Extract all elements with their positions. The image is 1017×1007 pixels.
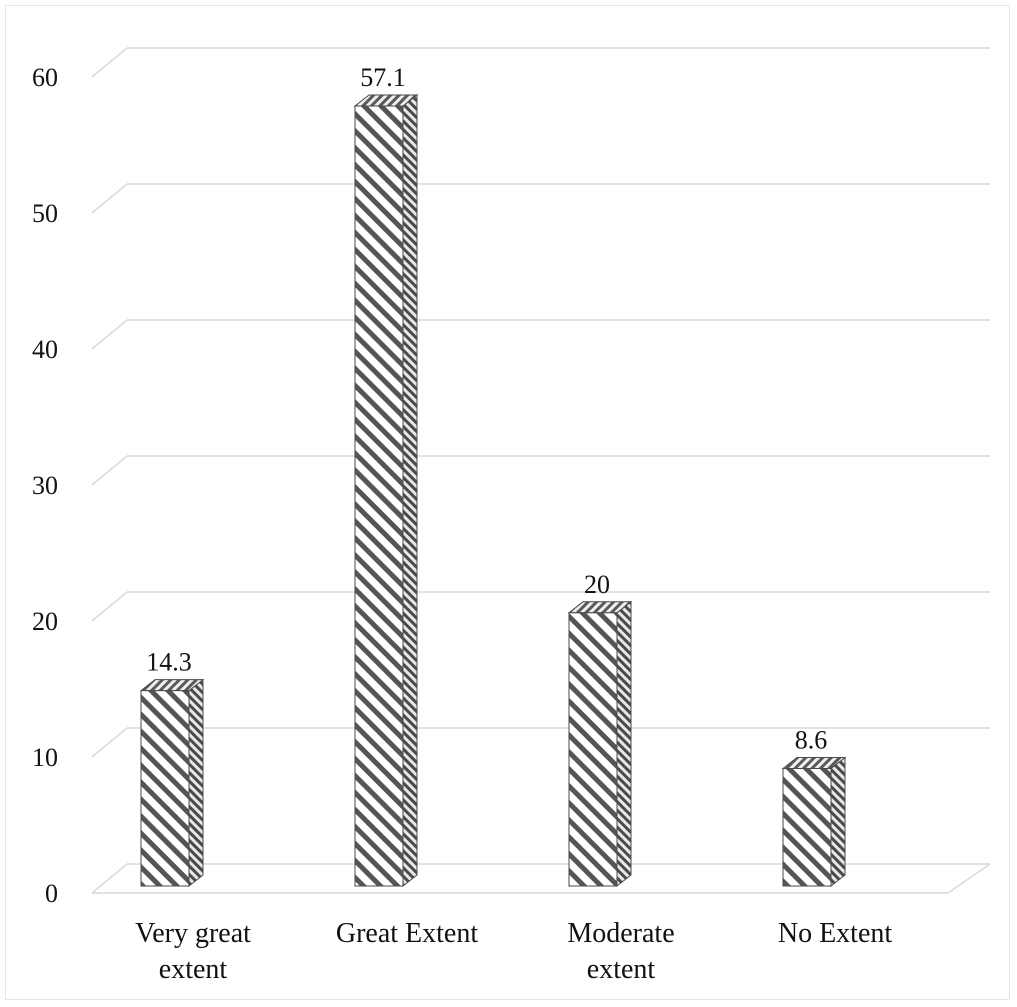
data-label: 14.3: [146, 648, 192, 677]
bar-front: [568, 612, 618, 887]
x-axis-categories: Very great extent Great Extent Moderate exte…: [135, 918, 892, 985]
bar-front: [354, 105, 404, 887]
gridline-side: [91, 183, 128, 214]
y-tick-label: 0: [45, 879, 58, 908]
floor-edge-right: [947, 863, 991, 894]
bar: [567, 600, 633, 888]
x-category-label: Moderate extent: [567, 918, 674, 985]
data-label: 57.1: [360, 63, 406, 92]
bar-side: [402, 93, 418, 888]
y-tick-label: 30: [32, 471, 58, 500]
gridline-side: [91, 47, 128, 78]
x-category-label: No Extent: [778, 918, 893, 949]
bar-side: [616, 600, 632, 888]
bar-front: [140, 690, 190, 887]
bar: [353, 93, 419, 888]
y-tick-label: 20: [32, 607, 58, 636]
x-category-label: Great Extent: [336, 918, 478, 949]
data-label: 8.6: [795, 726, 828, 755]
gridline-side: [91, 591, 128, 622]
bar-front: [782, 768, 832, 887]
data-label: 20: [584, 570, 610, 599]
gridline-side: [91, 319, 128, 350]
y-tick-label: 50: [32, 199, 58, 228]
y-tick-label: 60: [32, 63, 58, 92]
gridlines: [91, 47, 991, 894]
bar: [139, 678, 205, 888]
y-axis-ticks: 0 10 20 30 40 50 60: [32, 63, 58, 908]
y-tick-label: 40: [32, 335, 58, 364]
y-tick-label: 10: [32, 743, 58, 772]
x-category-label: Very great extent: [135, 918, 251, 985]
bar-side: [188, 678, 204, 888]
data-labels: 14.3 57.1 20 8.6: [146, 63, 827, 755]
bars: [139, 93, 847, 888]
bar-side: [830, 756, 846, 888]
gridline-side: [91, 863, 128, 894]
gridline-side: [91, 455, 128, 486]
bar: [781, 756, 847, 888]
gridline-side: [91, 727, 128, 758]
